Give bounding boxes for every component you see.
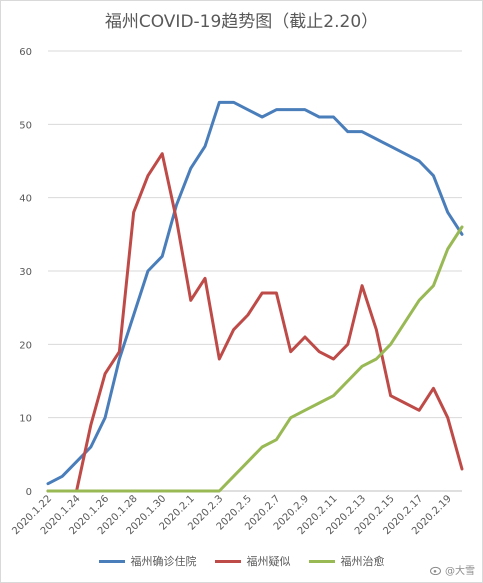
legend-label-cured: 福州治愈 <box>340 555 385 568</box>
legend-label-confirmed: 福州确诊住院 <box>130 555 197 568</box>
weibo-icon <box>430 566 441 575</box>
legend: 福州确诊住院 福州疑似 福州治愈 <box>0 553 483 569</box>
series-lines <box>46 100 464 493</box>
y-tick-label: 10 <box>19 414 32 425</box>
weibo-watermark: @大雪 <box>430 562 475 577</box>
y-axis-ticks: 0 10 20 30 40 50 60 <box>19 47 32 498</box>
legend-item-confirmed: 福州确诊住院 <box>98 553 197 569</box>
y-tick-label: 20 <box>19 340 32 351</box>
series-line-1 <box>46 152 464 493</box>
legend-item-cured: 福州治愈 <box>308 553 385 569</box>
legend-swatch-confirmed <box>98 559 125 563</box>
y-tick-label: 60 <box>19 47 32 58</box>
y-tick-label: 50 <box>19 120 32 131</box>
watermark-text: @大雪 <box>445 566 475 577</box>
series-line-2 <box>46 225 464 493</box>
y-tick-label: 40 <box>19 194 32 205</box>
legend-item-suspected: 福州疑似 <box>214 553 291 569</box>
series-line-0 <box>46 100 464 486</box>
x-axis-ticks: 2020.1.222020.1.242020.1.262020.1.282020… <box>10 493 453 537</box>
y-tick-label: 30 <box>19 267 32 278</box>
chart-title: 福州COVID-19趋势图（截止2.20） <box>104 12 379 32</box>
legend-label-suspected: 福州疑似 <box>246 555 291 568</box>
legend-swatch-suspected <box>214 559 241 563</box>
legend-swatch-cured <box>308 559 335 563</box>
y-tick-label: 0 <box>26 487 32 498</box>
gridlines <box>48 50 462 492</box>
